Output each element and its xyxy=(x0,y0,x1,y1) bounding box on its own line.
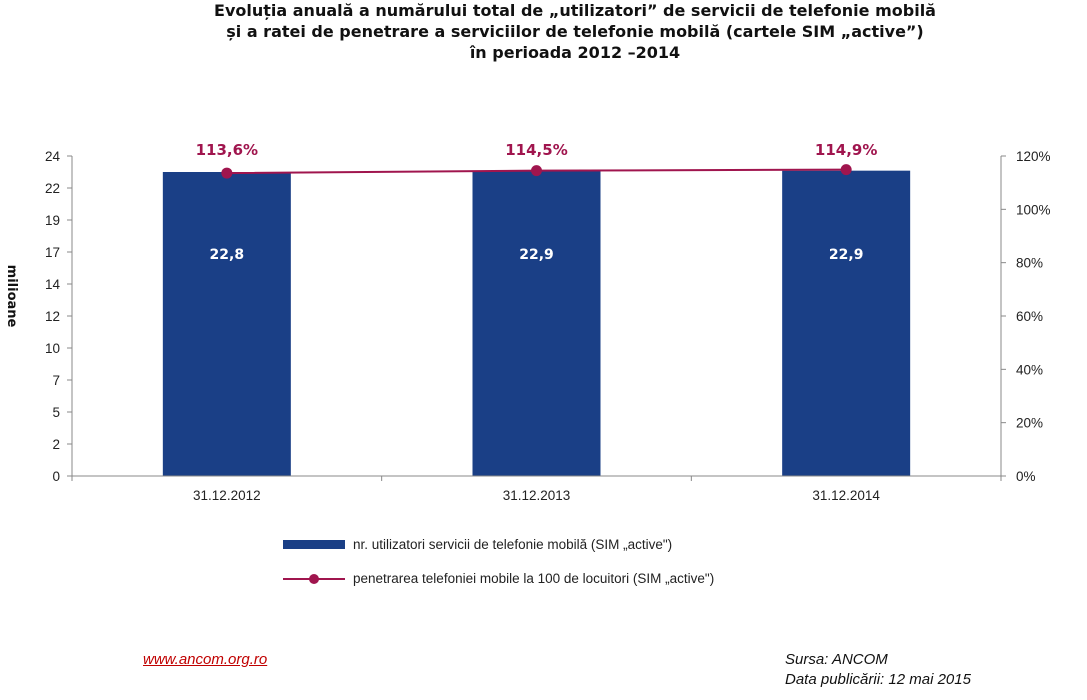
chart-title-line-1: Evoluția anuală a numărului total de „ut… xyxy=(214,1,936,20)
bar-31.12.2013 xyxy=(472,170,601,476)
source-note: Sursa: ANCOM Data publicării: 12 mai 201… xyxy=(785,650,971,690)
chart-title: Evoluția anuală a numărului total de „ut… xyxy=(0,0,1087,63)
penetration-value-label: 113,6% xyxy=(196,141,258,159)
legend-swatch-bar xyxy=(283,540,345,549)
y-tick-label: 10 xyxy=(45,341,60,356)
y2-tick-label: 120% xyxy=(1016,149,1051,164)
y-tick-label: 17 xyxy=(45,245,60,260)
bar-value-label: 22,9 xyxy=(519,247,554,263)
y-tick-label: 14 xyxy=(45,277,61,292)
legend-item-line: penetrarea telefoniei mobile la 100 de l… xyxy=(283,571,714,586)
y-axis-title: milioane xyxy=(4,265,19,328)
y-tick-label: 0 xyxy=(52,469,60,484)
y-tick-label: 12 xyxy=(45,309,60,324)
bar-31.12.2014 xyxy=(782,170,911,476)
bar-31.12.2012 xyxy=(162,172,291,476)
penetration-point xyxy=(840,164,852,176)
ancom-website-link[interactable]: www.ancom.org.ro xyxy=(143,651,268,668)
y-tick-label: 7 xyxy=(52,373,60,388)
chart-title-line-2: și a ratei de penetrare a serviciilor de… xyxy=(226,22,924,41)
y2-tick-label: 20% xyxy=(1016,416,1043,431)
y2-tick-label: 60% xyxy=(1016,309,1043,324)
legend-label-line: penetrarea telefoniei mobile la 100 de l… xyxy=(353,571,715,586)
publication-date: Data publicării: 12 mai 2015 xyxy=(785,671,971,688)
legend-item-bars: nr. utilizatori servicii de telefonie mo… xyxy=(283,537,672,552)
legend-label-bars: nr. utilizatori servicii de telefonie mo… xyxy=(353,537,673,552)
penetration-point xyxy=(221,167,233,179)
penetration-value-label: 114,5% xyxy=(505,141,567,159)
chart-title-line-3: în perioada 2012 –2014 xyxy=(469,43,681,62)
y-tick-label: 22 xyxy=(45,181,60,196)
x-tick-label: 31.12.2014 xyxy=(812,488,880,503)
y-tick-label: 24 xyxy=(45,149,61,164)
bar-value-label: 22,8 xyxy=(210,247,245,263)
source-text: Sursa: ANCOM xyxy=(785,651,888,668)
y-tick-label: 19 xyxy=(45,213,60,228)
y2-tick-label: 40% xyxy=(1016,362,1043,377)
y2-tick-label: 100% xyxy=(1016,202,1051,217)
y-tick-label: 2 xyxy=(52,437,60,452)
legend-swatch-line xyxy=(283,573,345,585)
y2-tick-label: 0% xyxy=(1016,469,1036,484)
y-tick-label: 5 xyxy=(52,405,60,420)
x-tick-label: 31.12.2012 xyxy=(193,488,261,503)
penetration-point xyxy=(531,165,542,177)
penetration-value-label: 114,9% xyxy=(815,141,877,159)
x-tick-label: 31.12.2013 xyxy=(503,488,571,503)
y2-tick-label: 80% xyxy=(1016,256,1043,271)
bar-value-label: 22,9 xyxy=(829,247,864,263)
